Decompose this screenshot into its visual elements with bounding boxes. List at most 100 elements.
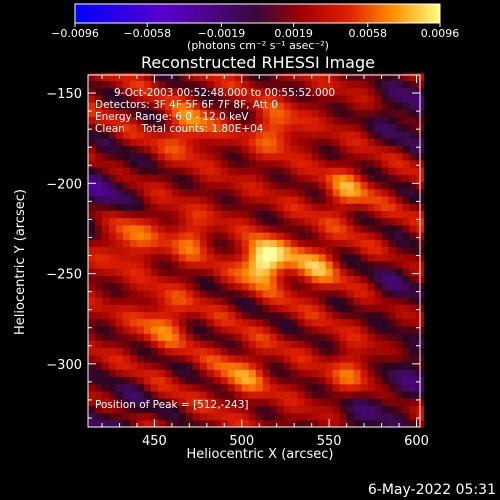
heatmap-pixel xyxy=(192,246,201,255)
heatmap-pixel xyxy=(206,311,215,320)
heatmap-pixel xyxy=(129,102,138,110)
heatmap-pixel xyxy=(346,376,355,385)
heatmap-pixel xyxy=(276,152,285,161)
heatmap-pixel xyxy=(88,174,96,183)
heatmap-pixel xyxy=(150,167,159,175)
heatmap-pixel xyxy=(192,138,201,146)
heatmap-pixel xyxy=(199,239,208,248)
heatmap-pixel xyxy=(101,130,110,139)
heatmap-pixel xyxy=(234,398,243,406)
heatmap-pixel xyxy=(227,109,236,118)
heatmap-pixel xyxy=(157,181,166,190)
heatmap-pixel xyxy=(353,376,362,385)
heatmap-pixel xyxy=(101,354,110,363)
heatmap-pixel xyxy=(276,246,285,255)
heatmap-pixel xyxy=(171,354,180,363)
heatmap-pixel xyxy=(143,253,152,262)
heatmap-pixel xyxy=(88,297,96,305)
heatmap-pixel xyxy=(332,347,341,356)
heatmap-pixel xyxy=(150,311,159,320)
heatmap-pixel xyxy=(262,282,271,291)
heatmap-pixel xyxy=(143,398,152,406)
heatmap-pixel xyxy=(101,109,110,118)
heatmap-pixel xyxy=(339,80,348,89)
colorbar-tick-label: 0.0019 xyxy=(274,27,313,40)
heatmap-pixel xyxy=(353,311,362,320)
heatmap-pixel xyxy=(367,210,376,219)
heatmap-pixel xyxy=(136,311,145,320)
heatmap-pixel xyxy=(185,159,194,168)
heatmap-pixel xyxy=(178,311,187,320)
heatmap-pixel xyxy=(227,333,236,341)
heatmap-pixel xyxy=(178,318,187,327)
heatmap-pixel xyxy=(108,174,117,183)
heatmap-pixel xyxy=(409,152,418,161)
heatmap-pixel xyxy=(199,181,208,190)
heatmap-pixel xyxy=(297,275,306,284)
heatmap-pixel xyxy=(255,224,264,233)
heatmap-pixel xyxy=(241,282,250,291)
heatmap-pixel xyxy=(402,419,411,428)
heatmap-pixel xyxy=(388,268,397,276)
heatmap-pixel xyxy=(290,80,299,89)
heatmap-pixel xyxy=(311,138,320,146)
heatmap-pixel xyxy=(88,311,96,320)
heatmap-pixel xyxy=(136,159,145,168)
heatmap-pixel xyxy=(234,239,243,248)
heatmap-pixel xyxy=(178,304,187,313)
heatmap-pixel xyxy=(374,210,383,219)
heatmap-pixel xyxy=(255,239,264,248)
heatmap-pixel xyxy=(213,174,222,183)
heatmap-pixel xyxy=(122,159,131,168)
heatmap-pixel xyxy=(381,398,390,406)
heatmap-pixel xyxy=(150,333,159,341)
heatmap-pixel xyxy=(101,102,110,110)
heatmap-pixel xyxy=(199,94,208,103)
heatmap-pixel xyxy=(206,246,215,255)
heatmap-pixel xyxy=(353,87,362,96)
heatmap-pixel xyxy=(88,412,96,421)
heatmap-pixel xyxy=(171,275,180,284)
heatmap-pixel xyxy=(381,297,390,305)
heatmap-pixel xyxy=(325,152,334,161)
heatmap-pixel xyxy=(388,73,397,82)
heatmap-pixel xyxy=(94,347,103,356)
heatmap-pixel xyxy=(108,318,117,327)
heatmap-pixel xyxy=(171,383,180,392)
heatmap-pixel xyxy=(332,268,341,276)
heatmap-pixel xyxy=(409,354,418,363)
heatmap-pixel xyxy=(353,318,362,327)
heatmap-pixel xyxy=(136,246,145,255)
heatmap-pixel xyxy=(122,195,131,204)
heatmap-pixel xyxy=(88,87,96,96)
heatmap-pixel xyxy=(339,325,348,334)
heatmap-pixel xyxy=(353,297,362,305)
heatmap-pixel xyxy=(262,246,271,255)
heatmap-pixel xyxy=(192,159,201,168)
heatmap-pixel xyxy=(143,362,152,370)
heatmap-pixel xyxy=(332,253,341,262)
heatmap-pixel xyxy=(178,419,187,428)
heatmap-pixel xyxy=(185,311,194,320)
heatmap-pixel xyxy=(199,73,208,82)
heatmap-pixel xyxy=(192,311,201,320)
heatmap-pixel xyxy=(290,224,299,233)
heatmap-pixel xyxy=(339,297,348,305)
heatmap-pixel xyxy=(206,152,215,161)
heatmap-pixel xyxy=(101,405,110,414)
heatmap-pixel xyxy=(129,195,138,204)
heatmap-pixel xyxy=(115,181,124,190)
heatmap-pixel xyxy=(255,390,264,399)
heatmap-pixel xyxy=(269,73,278,82)
x-tick-label: 500 xyxy=(229,434,254,449)
heatmap-pixel xyxy=(409,390,418,399)
heatmap-pixel xyxy=(157,152,166,161)
heatmap-pixel xyxy=(241,80,250,89)
heatmap-pixel xyxy=(339,239,348,248)
heatmap-pixel xyxy=(402,318,411,327)
heatmap-pixel xyxy=(136,73,145,82)
heatmap-pixel xyxy=(108,210,117,219)
heatmap-pixel xyxy=(94,340,103,349)
heatmap-pixel xyxy=(157,203,166,211)
heatmap-pixel xyxy=(164,398,173,406)
